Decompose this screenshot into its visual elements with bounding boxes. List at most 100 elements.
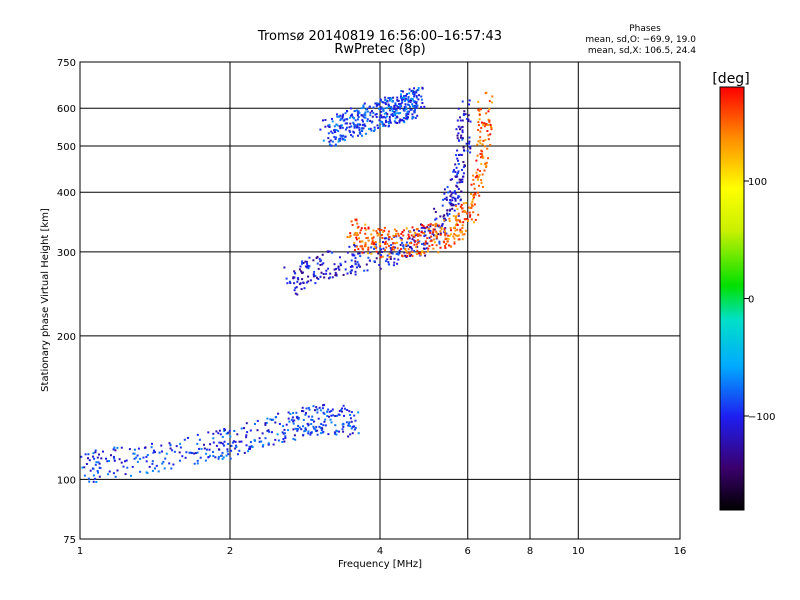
echo-point — [326, 415, 329, 417]
echo-point — [358, 111, 361, 114]
echo-point — [112, 448, 115, 451]
echo-point — [222, 456, 225, 459]
echo-point — [466, 149, 469, 152]
echo-point — [327, 277, 330, 280]
echo-point — [405, 98, 407, 101]
echo-point — [450, 229, 452, 232]
echo-point — [296, 417, 299, 419]
echo-point — [212, 432, 215, 435]
echo-point — [389, 258, 392, 260]
echo-point — [360, 127, 363, 130]
echo-point — [295, 286, 298, 289]
echo-point — [330, 421, 333, 424]
echo-point — [335, 129, 338, 131]
echo-point — [327, 132, 330, 135]
echo-point — [416, 228, 419, 230]
echo-point — [359, 245, 362, 248]
echo-point — [406, 254, 409, 257]
echo-point — [116, 446, 119, 449]
echo-point — [327, 433, 330, 436]
echo-point — [386, 254, 389, 257]
echo-point — [464, 229, 467, 232]
echo-point — [478, 184, 480, 187]
echo-point — [412, 93, 415, 95]
echo-point — [369, 127, 372, 130]
echo-point — [313, 427, 316, 430]
echo-point — [410, 99, 412, 102]
echo-point — [353, 249, 356, 251]
echo-point — [439, 232, 442, 235]
echo-point — [357, 110, 360, 113]
echo-point — [410, 247, 413, 250]
echo-point — [459, 116, 461, 119]
echo-point — [354, 419, 357, 422]
echo-point — [476, 178, 479, 181]
echo-point — [474, 192, 477, 195]
echo-point — [458, 178, 461, 181]
echo-point — [151, 469, 154, 472]
echo-point — [337, 267, 340, 270]
echo-point — [392, 264, 395, 267]
echo-point — [479, 152, 482, 155]
echo-point — [378, 107, 380, 110]
echo-point — [228, 429, 231, 432]
echo-point — [333, 135, 336, 138]
echo-point — [258, 440, 261, 443]
echo-point — [392, 245, 395, 248]
echo-point — [348, 236, 351, 239]
echo-point — [220, 454, 222, 457]
echo-point — [398, 107, 401, 109]
x-tick-label: 6 — [465, 546, 471, 557]
echo-point — [120, 461, 123, 464]
echo-point — [346, 272, 349, 275]
echo-point — [275, 416, 278, 419]
echo-point — [331, 120, 334, 123]
echo-point — [343, 414, 345, 417]
echo-point — [334, 137, 337, 140]
echo-point — [316, 411, 319, 414]
echo-point — [268, 430, 271, 433]
echo-point — [294, 287, 297, 289]
echo-point — [307, 267, 310, 270]
echo-point — [196, 433, 199, 436]
echo-point — [398, 112, 400, 115]
echo-point — [294, 292, 297, 295]
echo-point — [320, 259, 323, 262]
echo-point — [350, 134, 353, 136]
echo-point — [168, 462, 171, 465]
echo-point — [440, 225, 443, 227]
echo-point — [316, 433, 319, 436]
echo-point — [300, 288, 303, 291]
echo-point — [375, 113, 378, 115]
echo-point — [435, 236, 438, 239]
echo-point — [449, 227, 452, 229]
echo-point — [383, 112, 386, 115]
echo-point — [240, 427, 243, 430]
echo-point — [370, 129, 373, 132]
echo-point — [334, 131, 337, 133]
echo-point — [336, 113, 338, 116]
echo-point — [372, 229, 375, 232]
echo-point — [373, 126, 376, 129]
echo-point — [155, 464, 158, 467]
echo-point — [353, 242, 356, 245]
echo-point — [368, 259, 371, 262]
echo-point — [468, 142, 470, 145]
echo-point — [359, 255, 362, 258]
echo-point — [247, 450, 250, 453]
echo-point — [372, 236, 375, 239]
echo-point — [359, 240, 361, 243]
echo-point — [223, 440, 226, 443]
echo-point — [93, 457, 96, 460]
echo-point — [315, 257, 318, 259]
echo-point — [304, 413, 307, 416]
echo-point — [264, 422, 267, 425]
echo-point — [83, 474, 86, 477]
echo-point — [373, 128, 376, 131]
echo-point — [461, 238, 464, 241]
echo-point — [486, 147, 489, 150]
echo-point — [485, 112, 488, 115]
echo-point — [388, 122, 390, 125]
echo-point — [449, 209, 451, 212]
echo-point — [402, 90, 404, 93]
